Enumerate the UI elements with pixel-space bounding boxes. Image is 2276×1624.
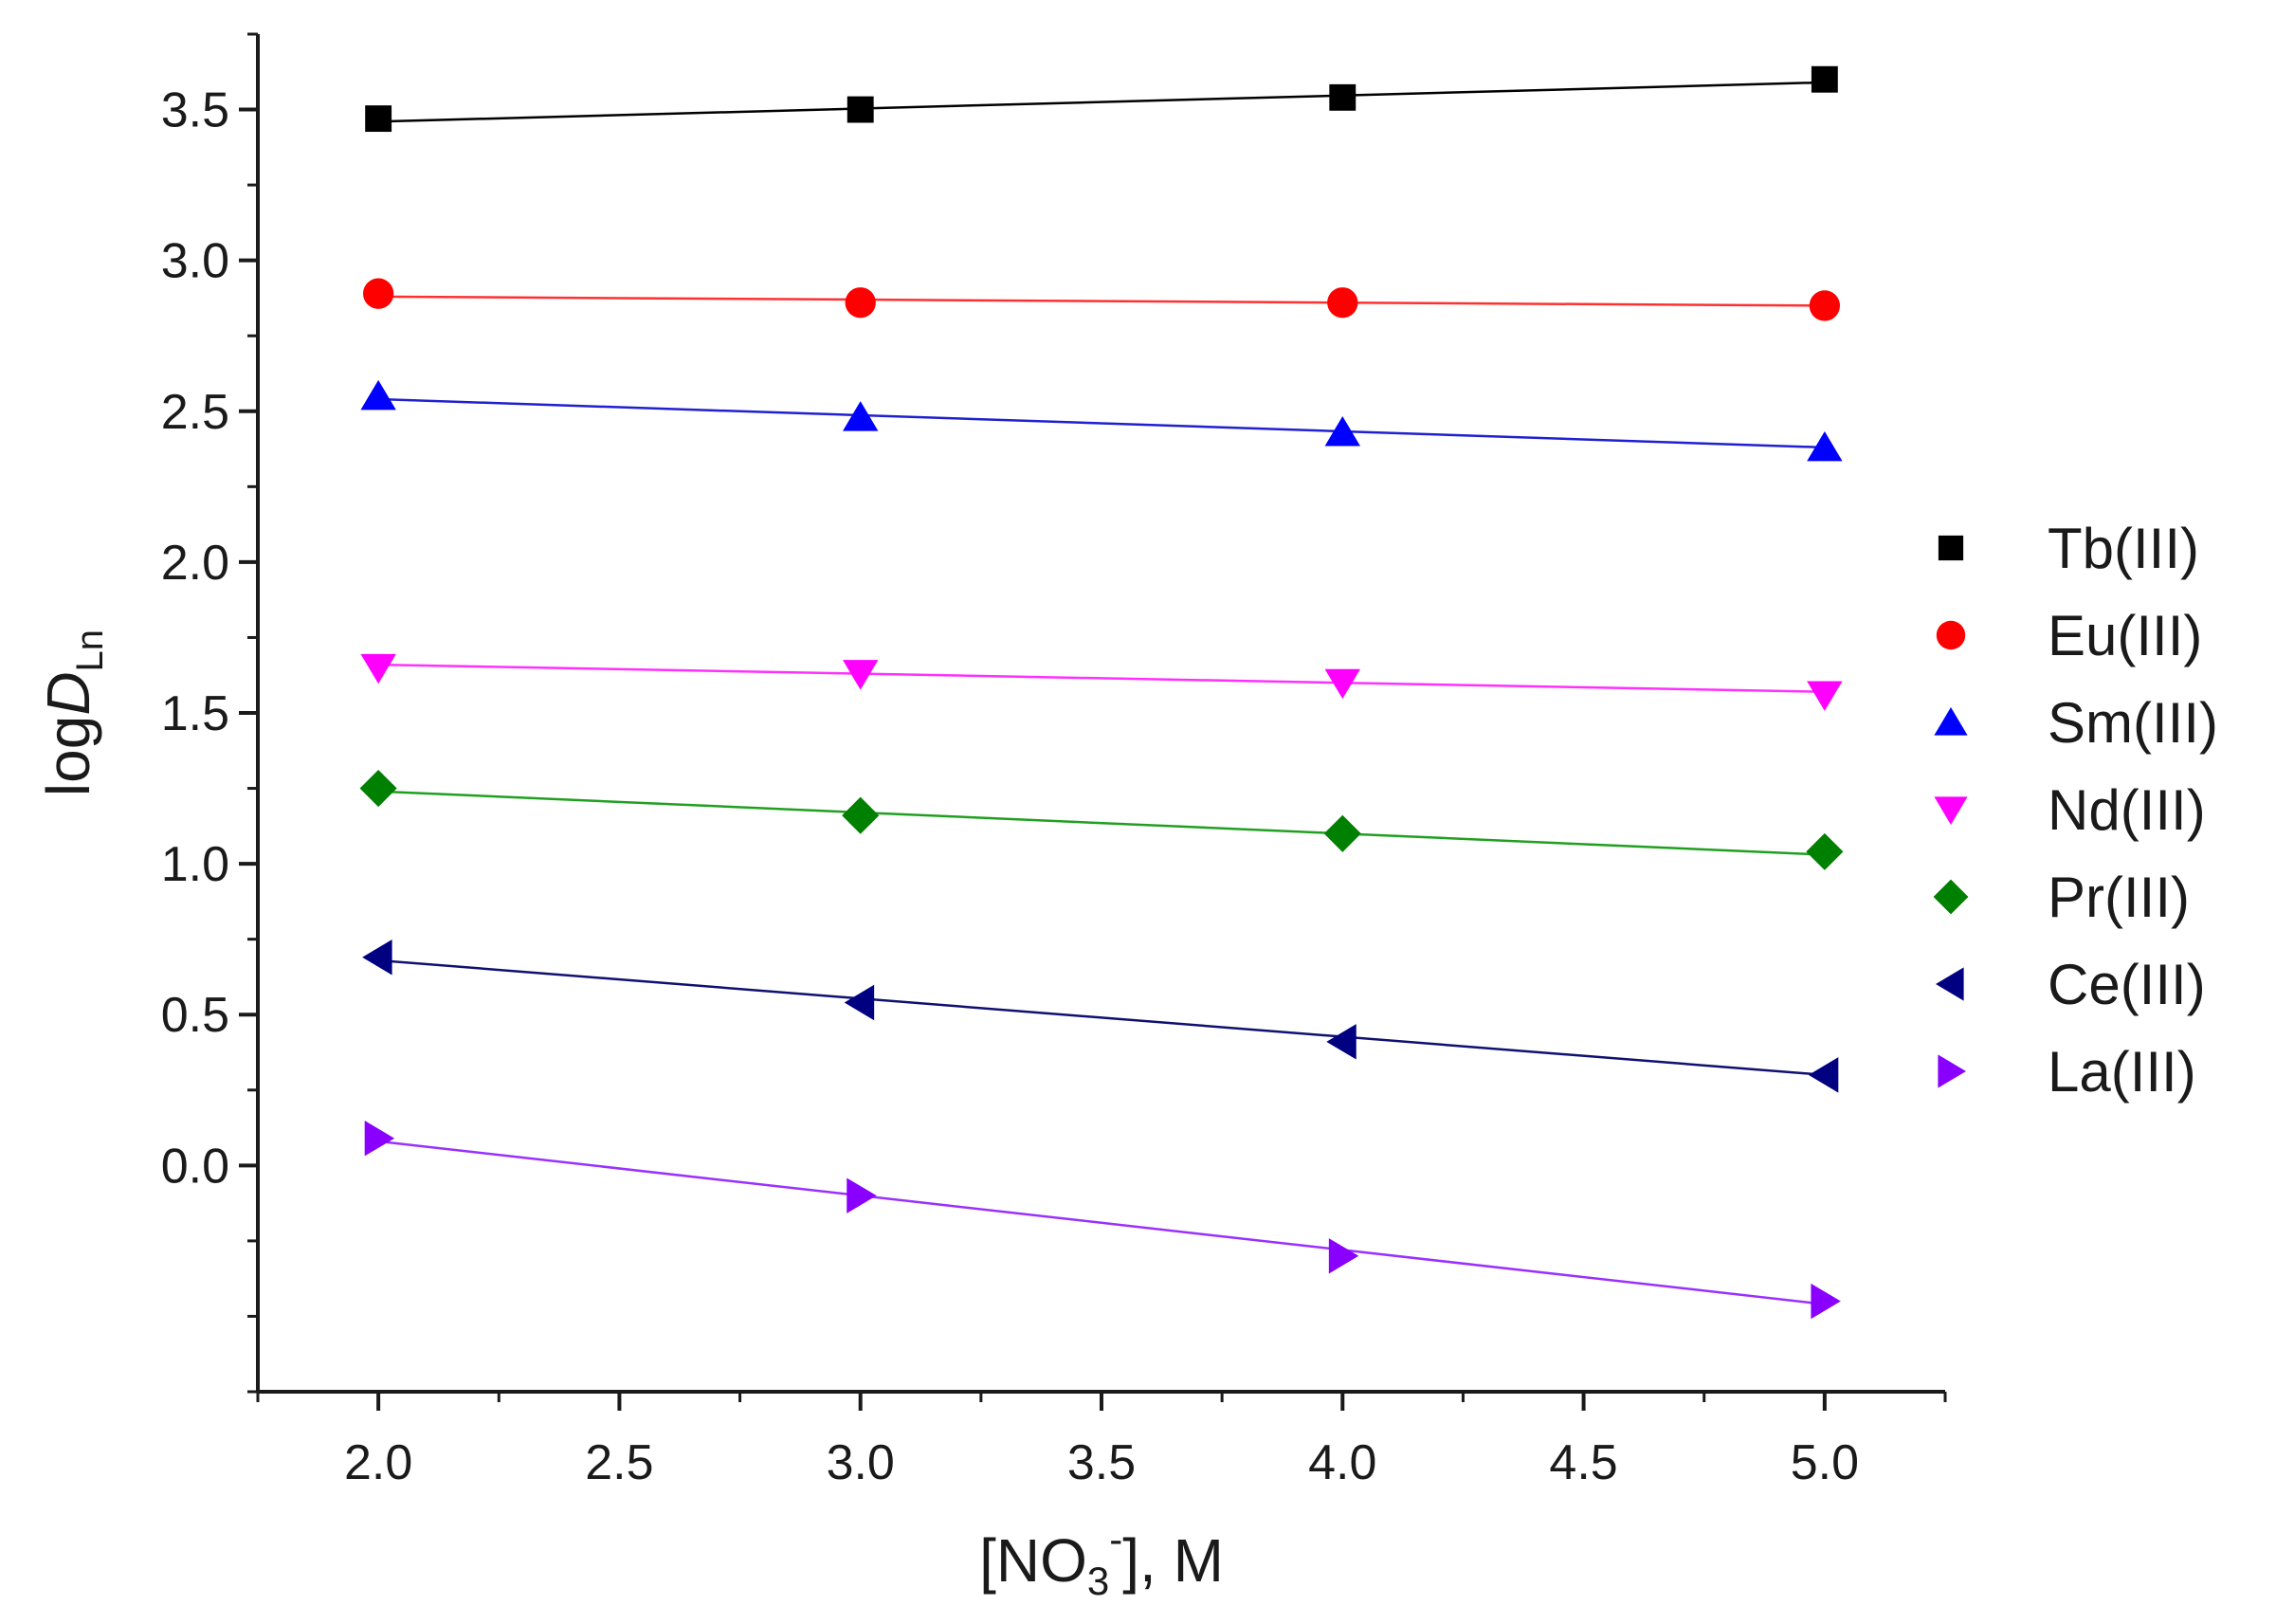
point-laiii (1811, 1283, 1841, 1320)
point-priii (1323, 814, 1361, 852)
x-tick-label: 2.0 (344, 1435, 412, 1490)
x-tick-label: 3.5 (1067, 1435, 1136, 1490)
y-axis-label: logDLn (34, 630, 111, 796)
legend-label-ceiii: Ce(III) (2048, 953, 2206, 1016)
point-tbiii (365, 105, 392, 133)
legend-marker-laiii (1938, 1054, 1966, 1088)
point-priii (359, 770, 397, 808)
y-ticks: 0.0 0.5 1.0 1.5 2.0 2.5 3.0 3.5 (161, 32, 258, 1394)
y-tick-label: 1.5 (161, 686, 229, 741)
y-axis-label-sub: Ln (69, 630, 111, 672)
legend: Tb(III) Eu(III) Sm(III) Nd(III) Pr(III) Ce(II… (1933, 517, 2218, 1104)
fit-line-laiii (378, 1140, 1825, 1305)
legend-marker-ceiii (1936, 967, 1964, 1001)
legend-label-smiii: Sm(III) (2048, 691, 2218, 755)
point-smiii (1324, 416, 1360, 447)
legend-label-ndiii: Nd(III) (2048, 778, 2206, 842)
x-axis-label-tail: ], M (1122, 1526, 1224, 1595)
y-tick-label: 1.0 (161, 837, 229, 892)
point-tbiii (847, 96, 874, 123)
fit-line-smiii (378, 397, 1825, 449)
x-axis-label-sub: 3 (1087, 1559, 1109, 1603)
x-tick-label: 3.0 (827, 1435, 895, 1490)
point-euiii (1809, 290, 1841, 321)
point-tbiii (1811, 65, 1838, 93)
legend-marker-euiii (1936, 620, 1966, 650)
point-smiii (843, 401, 879, 431)
legend-label-priii: Pr(III) (2048, 866, 2190, 929)
fit-line-ceiii (378, 958, 1825, 1077)
x-axis-label-sup: - (1109, 1517, 1122, 1561)
point-ndiii (360, 653, 396, 684)
x-tick-label: 2.5 (585, 1435, 653, 1490)
y-axis-label-italic: D (34, 671, 102, 715)
x-axis-label-main: [NO (979, 1526, 1087, 1595)
x-tick-label: 4.5 (1549, 1435, 1617, 1490)
fit-line-priii (378, 790, 1825, 856)
point-priii (1806, 832, 1844, 870)
point-euiii (845, 287, 876, 319)
point-ceiii (362, 940, 392, 976)
data-markers (359, 65, 1844, 1320)
y-tick-label: 2.0 (161, 536, 229, 591)
point-laiii (364, 1120, 395, 1157)
legend-label-euiii: Eu(III) (2048, 604, 2202, 667)
y-tick-label: 0.5 (161, 988, 229, 1043)
point-smiii (360, 379, 396, 411)
plot-area: 2.0 2.5 3.0 3.5 4.0 4.5 5.0 0.0 0.5 1.0 1.5 2.0 2.5… (161, 32, 1947, 1490)
point-ceiii (844, 984, 875, 1021)
point-laiii (1328, 1238, 1359, 1274)
point-euiii (362, 278, 394, 309)
legend-marker-priii (1933, 879, 1969, 915)
fit-lines (378, 81, 1825, 1305)
y-tick-label: 0.0 (161, 1139, 229, 1194)
point-euiii (1327, 287, 1358, 319)
point-ndiii (843, 660, 879, 690)
y-axis-label-main: log (34, 716, 102, 796)
point-ndiii (1324, 668, 1360, 700)
point-priii (842, 796, 880, 834)
legend-label-laiii: La(III) (2048, 1040, 2196, 1104)
point-tbiii (1329, 83, 1356, 111)
point-ceiii (1326, 1024, 1356, 1060)
x-tick-label: 4.0 (1308, 1435, 1376, 1490)
y-tick-label: 3.0 (161, 234, 229, 289)
fit-line-ndiii (378, 663, 1825, 693)
x-axis-label: [NO3-], M (979, 1517, 1224, 1603)
legend-marker-smiii (1934, 707, 1968, 736)
y-tick-label: 2.5 (161, 385, 229, 440)
point-smiii (1807, 430, 1843, 462)
legend-label-tbiii: Tb(III) (2048, 517, 2199, 580)
x-ticks: 2.0 2.5 3.0 3.5 4.0 4.5 5.0 (256, 1392, 1947, 1490)
fit-line-euiii (378, 295, 1825, 307)
y-tick-label: 3.5 (161, 83, 229, 138)
point-ceiii (1808, 1057, 1839, 1093)
legend-marker-ndiii (1934, 796, 1968, 825)
legend-marker-tbiii (1938, 535, 1964, 561)
point-laiii (847, 1177, 877, 1213)
fit-line-tbiii (378, 81, 1825, 123)
x-tick-label: 5.0 (1791, 1435, 1859, 1490)
point-ndiii (1807, 681, 1843, 711)
